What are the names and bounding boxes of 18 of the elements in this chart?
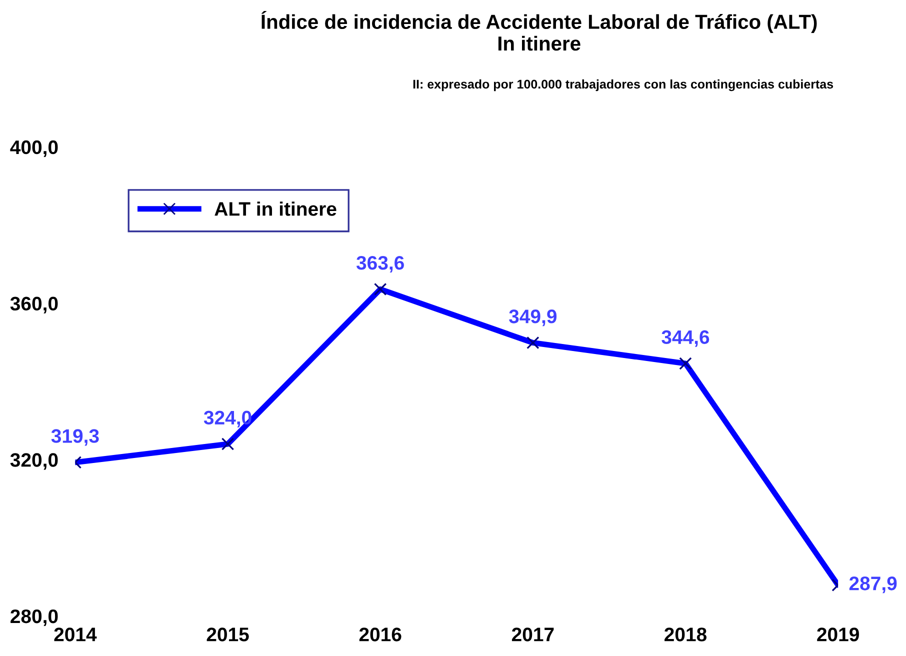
x-tick-label: 2015 [206,628,249,642]
x-tick-label: 2016 [359,628,402,642]
x-tick-label: 2018 [664,628,707,642]
y-tick-label: 280,0 [10,609,58,626]
x-tick-label: 2014 [54,628,97,642]
y-tick-label: 320,0 [10,453,58,470]
x-tick-label: 2017 [512,628,554,642]
data-label: 319,3 [51,429,99,446]
x-tick-label: 2019 [817,628,859,642]
data-label: 363,6 [356,256,404,273]
chart-subtitle: II: expresado por 100.000 trabajadores con las contingencias cubiertas [413,79,834,92]
y-tick-label: 400,0 [10,140,58,157]
chart-title: Índice de incidencia de Accidente Laboral de Tráfico (ALT) In itinere [261,10,817,51]
data-label: 349,9 [509,310,557,326]
y-tick-label: 360,0 [10,296,58,314]
legend-label: ALT in itinere [214,202,336,216]
data-label: 287,9 [849,576,897,594]
data-label: 344,6 [662,330,710,347]
